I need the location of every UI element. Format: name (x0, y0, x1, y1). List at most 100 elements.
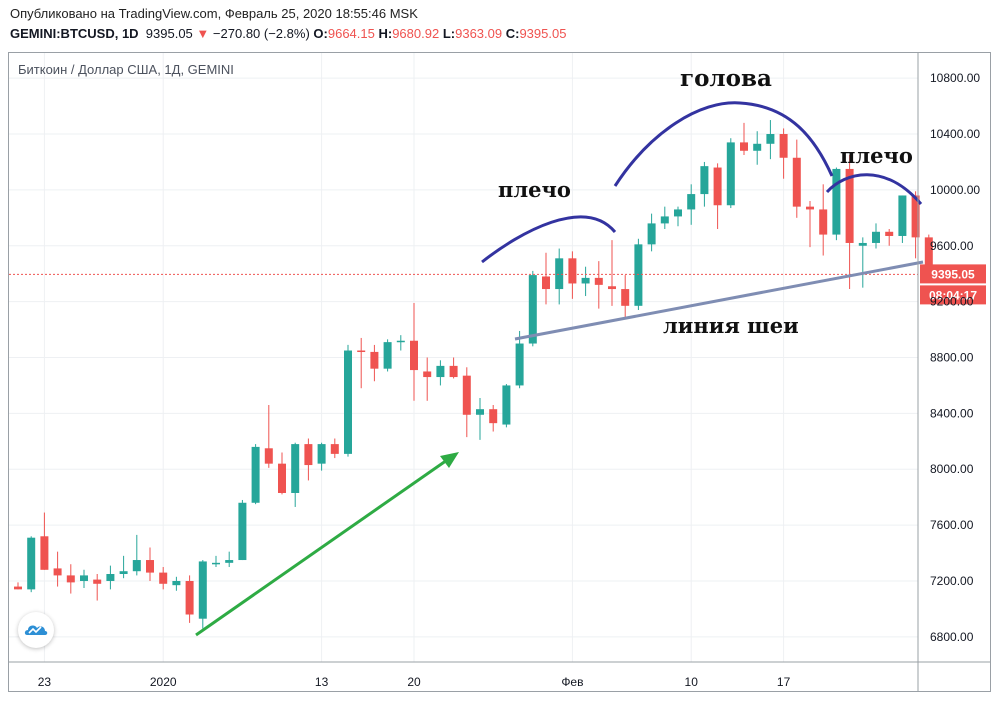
neckline-label: линия шеи (663, 313, 799, 338)
symbol-label[interactable]: GEMINI:BTCUSD, 1D (10, 26, 139, 41)
candle-body (660, 216, 669, 224)
candle-body (396, 340, 405, 343)
last-price-badge-text: 9395.05 (931, 267, 975, 281)
candle-body (93, 579, 102, 584)
price-axis: 6800.00 7200.00 7600.00 8000.00 8400.00 8800.… (917, 53, 980, 691)
candle-body (66, 575, 75, 583)
candle-body (726, 142, 735, 206)
candle-body (806, 206, 814, 210)
candle-body (436, 365, 445, 378)
candle-up (660, 206, 669, 229)
y-tick-label: 7200.00 (930, 574, 974, 588)
candle-up (898, 195, 907, 243)
left-shoulder-arc (481, 215, 617, 264)
candle-down (264, 404, 273, 468)
candle-down (489, 404, 498, 432)
candle-body (146, 560, 154, 573)
candle-body (185, 580, 194, 615)
ohlc-legend: GEMINI:BTCUSD, 1D 9395.05 ▼ −270.80 (−2.… (10, 26, 566, 41)
candle-body (898, 195, 907, 236)
candle-body (779, 134, 788, 158)
candle-up (172, 576, 181, 591)
candle-body (924, 237, 933, 275)
uptrend-arrow (195, 456, 451, 637)
candle-body (317, 444, 326, 464)
candle-up (647, 213, 656, 252)
left-shoulder-label: плечо (498, 177, 571, 202)
candle-body (634, 244, 643, 306)
candle-down (53, 551, 62, 587)
candle-body (753, 143, 762, 151)
x-tick-label: 17 (777, 675, 791, 689)
y-tick-label: 8400.00 (930, 406, 974, 420)
close-label: C: (505, 26, 520, 41)
tradingview-logo[interactable] (18, 612, 54, 648)
arrowhead-icon (440, 452, 459, 468)
candle-body (159, 572, 168, 584)
x-tick-label: 20 (407, 675, 421, 689)
y-tick-label: 6800.00 (930, 630, 974, 644)
candle-down (93, 574, 102, 601)
candle-down (278, 452, 286, 495)
price-change: −270.80 (−2.8%) (212, 26, 310, 41)
candle-down (621, 275, 630, 319)
candle-down (410, 303, 418, 401)
candle-up (383, 339, 392, 372)
candle-body (502, 385, 511, 425)
candle-body (911, 195, 920, 238)
candle-down (594, 261, 603, 309)
candle-body (515, 343, 524, 386)
candle-up (212, 555, 220, 568)
candle-up (344, 344, 352, 457)
candle-body (251, 446, 260, 503)
candle-body (106, 574, 115, 581)
candle-down (357, 337, 366, 389)
candle-body (383, 342, 392, 369)
chart-frame (8, 52, 991, 692)
candle-body (291, 444, 300, 493)
candle-body (885, 231, 894, 236)
candle-body (119, 571, 128, 575)
countdown-badge (920, 285, 986, 305)
candle-down (66, 564, 75, 594)
candle-body (832, 168, 841, 235)
x-tick-label: 23 (38, 675, 52, 689)
candle-down (608, 240, 616, 306)
candle-body (581, 277, 590, 284)
candle-down (370, 344, 379, 382)
candle-up (436, 360, 445, 386)
candle-body (740, 142, 748, 151)
y-tick-label: 8800.00 (930, 351, 974, 365)
candle-down (568, 251, 577, 299)
candle-body (845, 168, 854, 243)
high-label: H: (378, 26, 393, 41)
candle-body (608, 286, 616, 290)
candle-up (872, 223, 880, 249)
candle-body (568, 258, 577, 284)
candle-body (53, 568, 62, 576)
candle-body (225, 560, 234, 563)
candle-body (647, 223, 656, 245)
candle-up (515, 330, 524, 389)
grid-lines (9, 53, 918, 662)
candle-up (317, 442, 326, 471)
candle-body (80, 575, 88, 581)
y-tick-label: 7600.00 (930, 518, 974, 532)
candle-up (555, 248, 564, 305)
chart-title: Биткоин / Доллар США, 1Д, GEMINI (18, 62, 234, 77)
candle-up (687, 184, 696, 225)
candle-up (119, 555, 128, 579)
y-tick-label: 10800.00 (930, 71, 980, 85)
candle-body (172, 580, 181, 586)
candle-body (344, 350, 352, 454)
head-label: голова (680, 65, 772, 92)
candle-down (40, 512, 49, 570)
candle-up (132, 534, 141, 576)
candle-body (594, 277, 603, 285)
candle-down (449, 357, 458, 379)
candle-up (291, 442, 300, 507)
right-shoulder-arc (825, 173, 923, 205)
candle-down (304, 438, 313, 481)
last-price: 9395.05 (145, 26, 193, 41)
